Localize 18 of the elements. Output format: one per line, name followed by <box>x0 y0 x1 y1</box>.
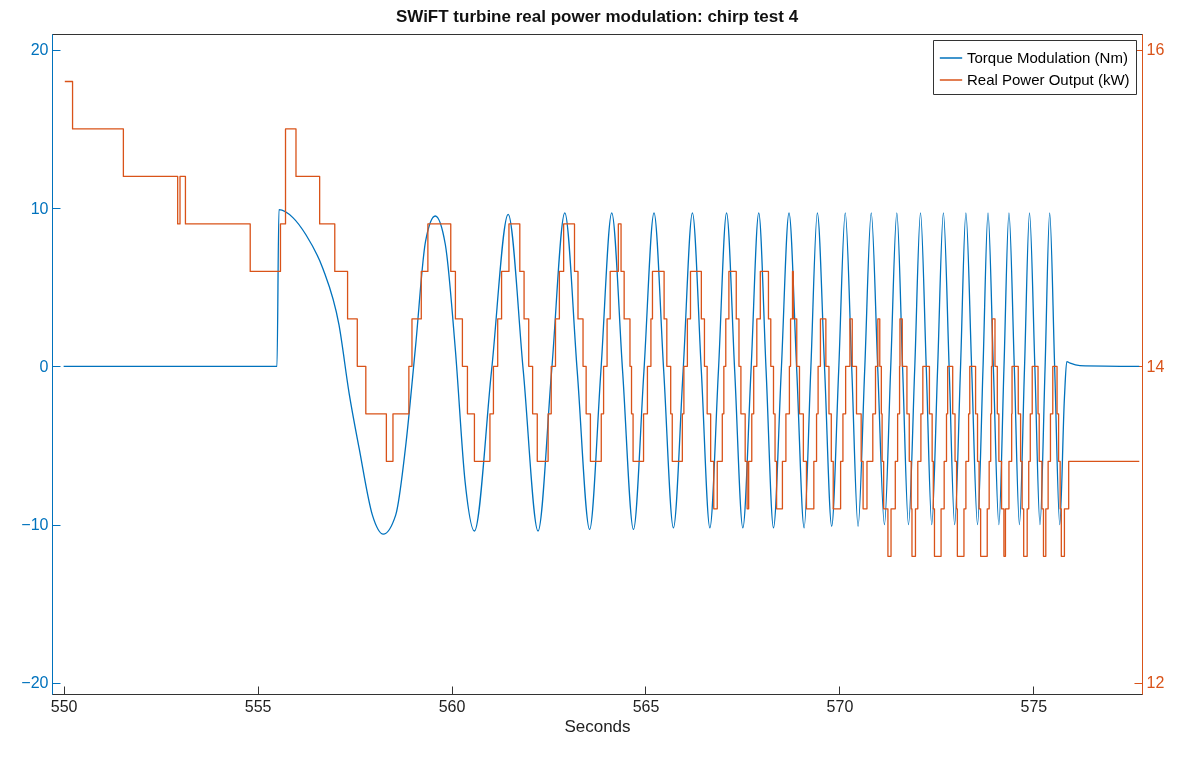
y2-tick-label: 14 <box>1146 357 1165 375</box>
y-tick-label: −10 <box>21 516 49 534</box>
y2-tick-label: 12 <box>1146 674 1165 692</box>
legend-label: Real Power Output (kW) <box>967 71 1130 88</box>
legend-label: Torque Modulation (Nm) <box>967 49 1128 66</box>
x-tick-label: 565 <box>632 697 660 715</box>
y-tick-label: 0 <box>39 357 49 375</box>
x-tick-label: 550 <box>50 697 78 715</box>
x-tick-label: 555 <box>244 697 272 715</box>
x-tick-label: 575 <box>1020 697 1048 715</box>
y-tick-label: 10 <box>30 199 49 217</box>
chart-title: SWiFT turbine real power modulation: chirp test 4 <box>395 7 799 26</box>
x-tick-label: 560 <box>438 697 466 715</box>
y-tick-label: −20 <box>21 674 49 692</box>
x-axis-title: Seconds <box>564 716 631 736</box>
y-tick-label: 20 <box>30 41 49 59</box>
y2-tick-label: 16 <box>1146 41 1165 59</box>
x-tick-label: 570 <box>826 697 854 715</box>
